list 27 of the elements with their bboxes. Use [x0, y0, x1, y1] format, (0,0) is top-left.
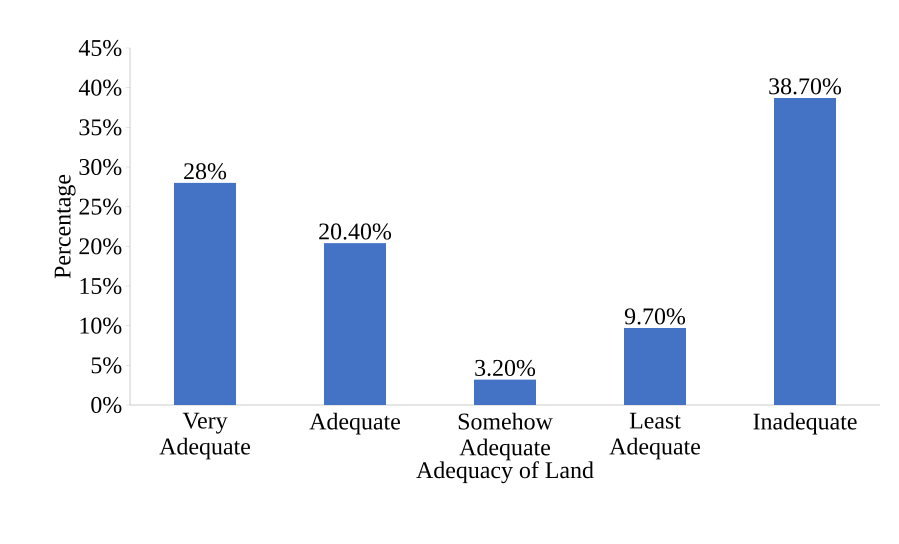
y-tick-label: 40%	[78, 80, 122, 96]
y-tick-label: 45%	[78, 40, 122, 56]
y-tick-label: 35%	[80, 119, 122, 136]
x-tick-label: Inadequate	[753, 412, 857, 434]
y-tick-label: 25%	[79, 198, 122, 215]
data-label: 20.40%	[319, 223, 392, 240]
x-tick-label: Adequate	[309, 412, 400, 434]
bar	[474, 380, 536, 405]
y-axis-title: Percentage	[54, 174, 76, 278]
bar	[624, 328, 686, 405]
y-tick-label: 10%	[80, 318, 122, 334]
data-label: 28%	[184, 163, 226, 180]
y-tick-label: 30%	[80, 158, 122, 176]
data-label: 38.70%	[769, 78, 842, 94]
y-tick-label: 5%	[92, 357, 122, 374]
data-label: 3.20%	[475, 360, 536, 376]
bar	[324, 243, 386, 405]
x-axis-title: Adequacy of Land	[416, 461, 594, 484]
bar	[774, 98, 836, 405]
y-tick-label: 20%	[79, 238, 122, 254]
data-label: 9.70%	[624, 308, 686, 325]
x-tick-label: Least Adequate	[609, 412, 700, 460]
bar	[174, 182, 236, 405]
x-tick-label: Very Adequate	[159, 412, 250, 460]
y-tick-label: 15%	[80, 278, 122, 294]
y-tick-label: 0%	[91, 396, 122, 414]
x-tick-label: Somehow Adequate	[458, 412, 553, 460]
